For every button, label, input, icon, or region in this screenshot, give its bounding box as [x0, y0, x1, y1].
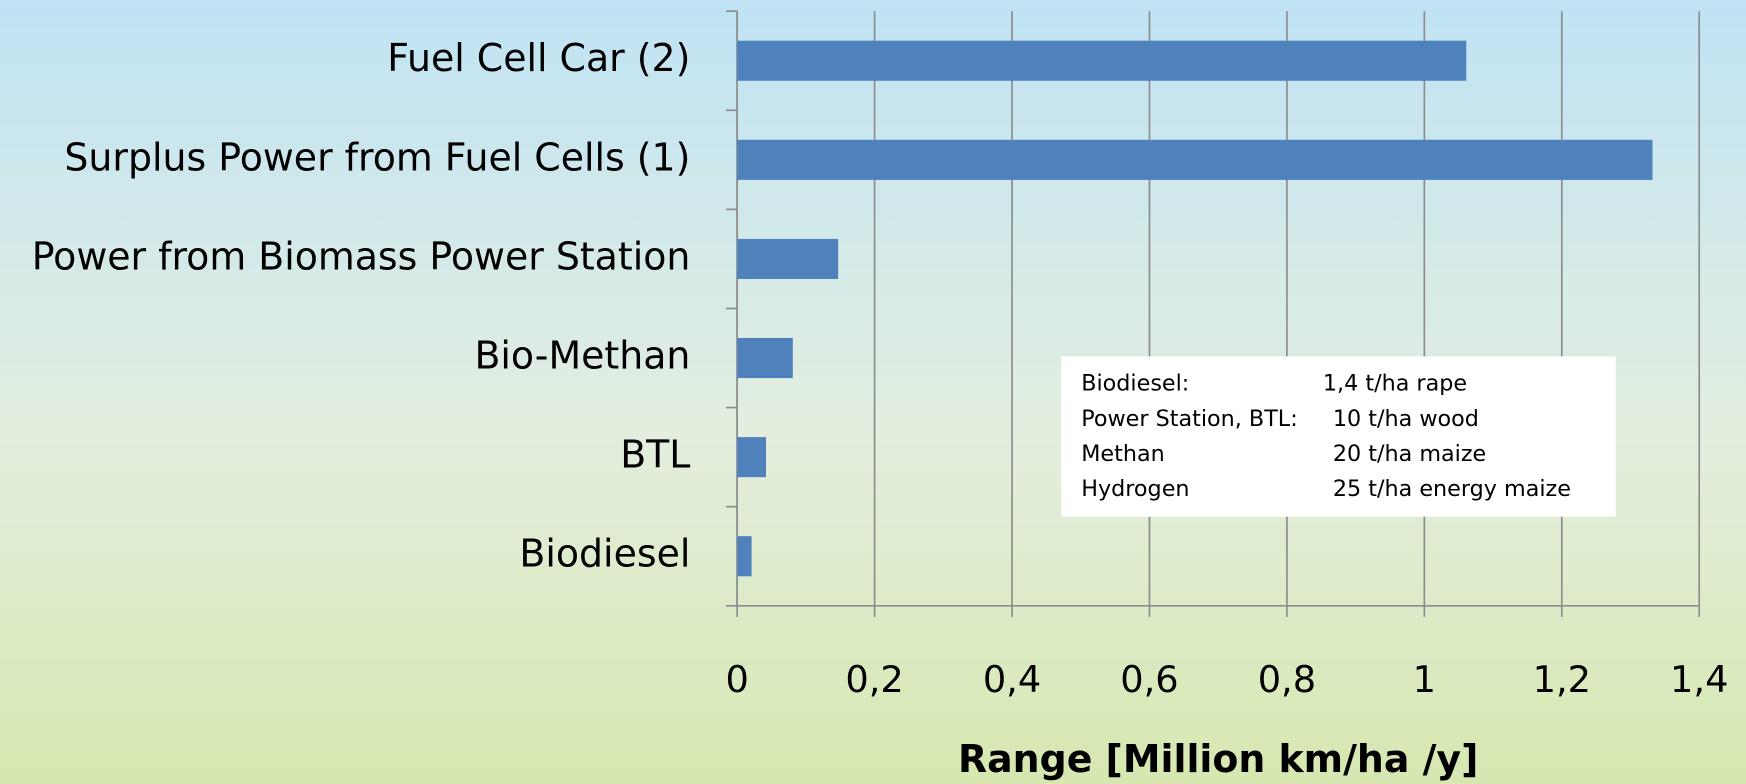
bar — [737, 536, 752, 577]
y-tick-label: BTL — [620, 433, 690, 477]
x-tick-label: 1,2 — [1533, 658, 1591, 701]
x-tick-label: 1 — [1413, 658, 1436, 701]
bar — [737, 337, 793, 379]
note-value: 1,4 t/ha rape — [1323, 371, 1467, 397]
note-label: Biodiesel: — [1081, 371, 1189, 397]
bar — [737, 40, 1467, 81]
note-value: 20 t/ha maize — [1333, 441, 1486, 467]
bar — [737, 238, 839, 279]
x-tick-label: 0,2 — [845, 658, 903, 701]
bar — [737, 437, 767, 478]
note-value: 25 t/ha energy maize — [1333, 476, 1571, 502]
x-tick-label: 0,4 — [983, 658, 1041, 701]
y-tick-label: Bio-Methan — [474, 334, 690, 378]
note-box — [1061, 356, 1616, 517]
note-label: Power Station, BTL: — [1081, 406, 1298, 432]
x-tick-label: 1,4 — [1670, 658, 1728, 701]
note-label: Methan — [1081, 441, 1165, 467]
y-tick-label: Fuel Cell Car (2) — [387, 36, 690, 80]
x-axis-title: Range [Million km/ha /y] — [958, 737, 1478, 781]
note-label: Hydrogen — [1081, 476, 1189, 502]
x-tick-label: 0,6 — [1120, 658, 1178, 701]
y-tick-label: Power from Biomass Power Station — [32, 234, 691, 278]
note-value: 10 t/ha wood — [1333, 406, 1479, 432]
bar — [737, 139, 1653, 180]
x-tick-label: 0 — [725, 658, 748, 701]
x-tick-label: 0,8 — [1258, 658, 1316, 701]
y-tick-label: Biodiesel — [519, 532, 690, 576]
y-tick-label: Surplus Power from Fuel Cells (1) — [64, 135, 690, 179]
